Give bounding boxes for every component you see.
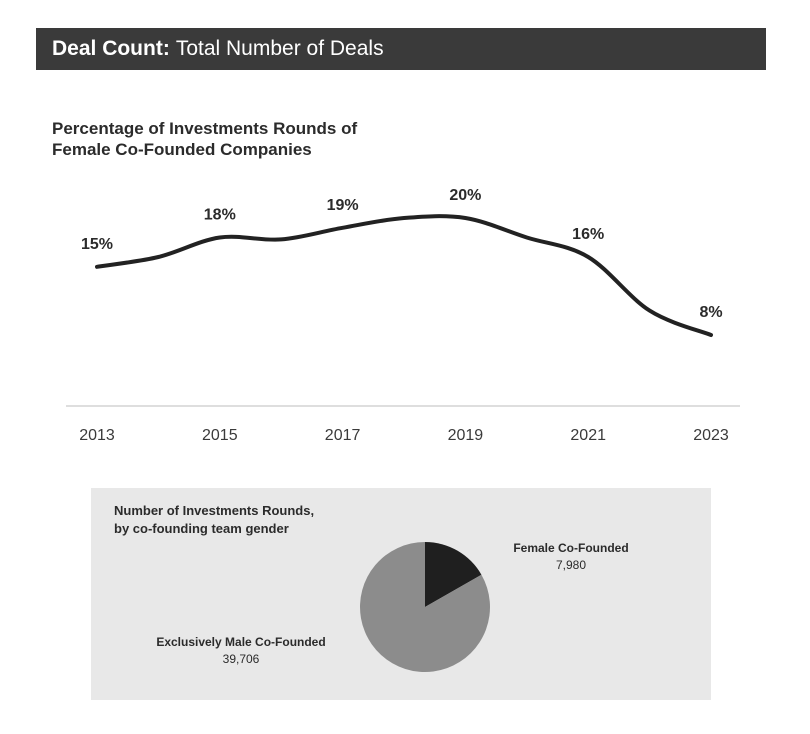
data-label-2015: 18% bbox=[204, 207, 236, 224]
pie-chart bbox=[360, 542, 491, 672]
pie-chart-title-line-1: Number of Investments Rounds, bbox=[114, 503, 315, 518]
pie-label-male: Exclusively Male Co-Founded 39,706 bbox=[131, 634, 351, 668]
data-label-2013: 15% bbox=[81, 236, 113, 253]
pie-slice-male bbox=[360, 542, 491, 672]
x-tick-2013: 2013 bbox=[79, 427, 115, 444]
pie-label-female-name: Female Co-Founded bbox=[513, 541, 629, 555]
header-bold-title: Deal Count: bbox=[52, 37, 170, 60]
line-chart-title-line-2: Female Co-Founded Companies bbox=[52, 140, 312, 159]
pie-label-female: Female Co-Founded 7,980 bbox=[496, 540, 646, 574]
x-tick-2019: 2019 bbox=[448, 427, 484, 444]
pie-chart-title: Number of Investments Rounds, by co-foun… bbox=[114, 502, 414, 538]
x-tick-2017: 2017 bbox=[325, 427, 361, 444]
line-chart-title: Percentage of Investments Rounds of Fema… bbox=[52, 118, 452, 160]
x-tick-2023: 2023 bbox=[693, 427, 729, 444]
line-chart-title-line-1: Percentage of Investments Rounds of bbox=[52, 119, 358, 138]
x-tick-2021: 2021 bbox=[570, 427, 606, 444]
line-chart: 15% 18% 19% 20% 16% 8% 2013 2015 2017 2019 2021 202… bbox=[66, 187, 740, 444]
data-label-2023: 8% bbox=[699, 304, 722, 321]
pie-label-female-value: 7,980 bbox=[555, 558, 587, 572]
data-label-2017: 19% bbox=[327, 197, 359, 214]
pie-label-male-name: Exclusively Male Co-Founded bbox=[156, 635, 326, 649]
pie-chart-title-line-2: by co-founding team gender bbox=[114, 521, 289, 536]
pie-slice-female bbox=[425, 542, 482, 607]
data-label-2019: 20% bbox=[449, 187, 481, 204]
pie-label-male-value: 39,706 bbox=[222, 652, 260, 666]
data-label-2021: 16% bbox=[572, 226, 604, 243]
header-subtitle: Total Number of Deals bbox=[175, 37, 384, 60]
pie-chart-panel: Number of Investments Rounds, by co-foun… bbox=[91, 488, 711, 700]
x-tick-2015: 2015 bbox=[202, 427, 238, 444]
line-series bbox=[95, 214, 713, 337]
section-header: Deal Count: Total Number of Deals bbox=[36, 28, 766, 70]
